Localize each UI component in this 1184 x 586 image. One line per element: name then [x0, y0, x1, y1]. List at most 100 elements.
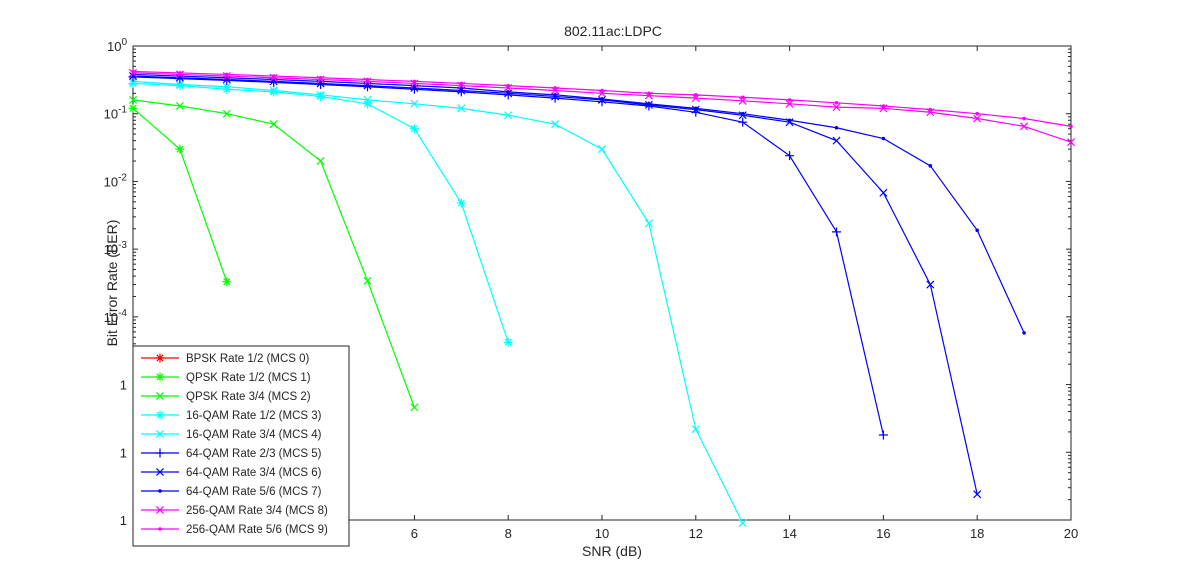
data-point-star: [128, 78, 138, 88]
y-tick-label: 10-1: [104, 105, 128, 122]
y-tick-label: 10-2: [104, 172, 128, 189]
data-point-star: [456, 198, 466, 208]
data-point-dot: [787, 98, 792, 102]
x-tick-label: 10: [595, 526, 609, 541]
data-point-x: [175, 101, 184, 111]
x-tick-label: 6: [411, 526, 418, 541]
data-point-x: [269, 120, 278, 129]
series-line: [132, 73, 1025, 334]
data-point-dot: [506, 83, 511, 88]
data-point-x: [363, 276, 372, 285]
data-point-dot: [975, 111, 979, 116]
legend-entry: BPSK Rate 1/2 (MCS 0): [141, 353, 310, 365]
data-point-x: [155, 505, 165, 515]
data-point-x: [691, 425, 700, 434]
data-point-x: [551, 120, 560, 129]
data-point-x: [155, 429, 165, 439]
data-point-dot: [647, 102, 651, 106]
legend-label: 256-QAM Rate 3/4 (MCS 8): [186, 505, 328, 517]
data-point-x: [504, 111, 513, 120]
x-axis-label: SNR (dB): [582, 543, 642, 559]
data-point-plus: [878, 430, 888, 440]
data-point-dot: [365, 77, 370, 82]
data-point-x: [738, 519, 747, 528]
data-point-dot: [600, 97, 604, 101]
data-point-x: [785, 99, 794, 108]
y-axis-label: Bit Error Rate (BER): [104, 220, 120, 347]
legend-entry: 256-QAM Rate 3/4 (MCS 8): [141, 505, 328, 517]
data-point-dot: [553, 86, 557, 90]
data-point-x: [222, 109, 231, 118]
series-16-qam-rate-1-2-mcs-3: [128, 78, 513, 347]
legend-entry: 64-QAM Rate 5/6 (MCS 7): [141, 486, 322, 498]
data-point-plus: [738, 117, 748, 127]
data-point-dot: [1069, 124, 1073, 129]
legend-label: 16-QAM Rate 1/2 (MCS 3): [186, 410, 322, 422]
data-point-dot: [318, 75, 323, 80]
series-layer: [128, 68, 1076, 528]
series-line: [132, 80, 744, 524]
data-point-dot: [158, 489, 162, 493]
data-point-star: [316, 91, 326, 101]
y-tick-label: 10-3: [104, 240, 128, 257]
y-tick-label: 1: [120, 513, 127, 528]
y-tick-label: 10-4: [104, 308, 128, 325]
data-point-plus: [155, 448, 165, 458]
data-point-x: [1066, 138, 1076, 147]
data-point-x: [363, 95, 372, 104]
data-point-x: [316, 90, 325, 99]
data-point-dot: [506, 90, 511, 94]
data-point-x: [832, 103, 841, 112]
data-point-dot: [131, 69, 135, 74]
x-tick-label: 16: [876, 526, 890, 541]
y-tick-label: 100: [107, 37, 127, 54]
legend-label: QPSK Rate 1/2 (MCS 1): [186, 372, 311, 384]
series-qpsk-rate-3-4-mcs-2: [128, 95, 419, 412]
data-point-dot: [975, 228, 979, 233]
legend-label: 256-QAM Rate 5/6 (MCS 9): [186, 524, 328, 536]
data-point-dot: [928, 107, 933, 112]
y-tick-label: 1: [120, 445, 127, 460]
data-point-x: [879, 188, 888, 197]
series-qpsk-rate-1-2-mcs-1: [128, 103, 232, 287]
legend-box: [132, 345, 350, 547]
data-point-star: [175, 81, 185, 91]
data-point-star: [175, 144, 185, 154]
data-point-x: [597, 145, 607, 154]
data-point-dot: [881, 104, 886, 108]
data-point-x: [269, 86, 278, 95]
data-point-star: [155, 410, 165, 420]
series-16-qam-rate-3-4-mcs-4: [128, 77, 747, 528]
data-point-x: [316, 157, 325, 166]
legend-label: 64-QAM Rate 2/3 (MCS 5): [186, 448, 322, 460]
data-point-dot: [1022, 331, 1026, 335]
data-point-x: [222, 82, 231, 91]
data-point-dot: [271, 74, 276, 78]
data-point-star: [409, 124, 419, 134]
data-point-dot: [787, 118, 792, 123]
legend-entry: 16-QAM Rate 1/2 (MCS 3): [141, 410, 322, 422]
legend-label: BPSK Rate 1/2 (MCS 0): [186, 353, 310, 365]
data-point-x: [738, 96, 747, 105]
data-point-dot: [740, 111, 745, 116]
axis-ticks: 6 8 10 12 14 16 18 20 100 10-1 10-2 10-3 10-4 1 1 1: [104, 37, 1079, 541]
data-point-x: [175, 80, 184, 89]
data-point-x: [128, 95, 138, 104]
x-tick-label: 18: [970, 526, 984, 541]
data-point-star: [222, 84, 232, 94]
data-point-dot: [178, 71, 182, 75]
data-point-star: [128, 103, 138, 113]
data-point-dot: [740, 95, 745, 100]
data-point-x: [410, 99, 419, 108]
data-point-dot: [694, 106, 698, 111]
data-point-dot: [928, 164, 933, 168]
data-point-plus: [785, 151, 795, 161]
data-point-dot: [834, 100, 839, 105]
data-point-dot: [459, 81, 464, 86]
legend-label: 64-QAM Rate 5/6 (MCS 7): [186, 486, 322, 498]
legend-entry: QPSK Rate 3/4 (MCS 2): [141, 391, 311, 403]
data-point-dot: [412, 79, 417, 84]
data-point-x: [973, 114, 982, 123]
legend-label: 64-QAM Rate 3/4 (MCS 6): [186, 467, 322, 479]
